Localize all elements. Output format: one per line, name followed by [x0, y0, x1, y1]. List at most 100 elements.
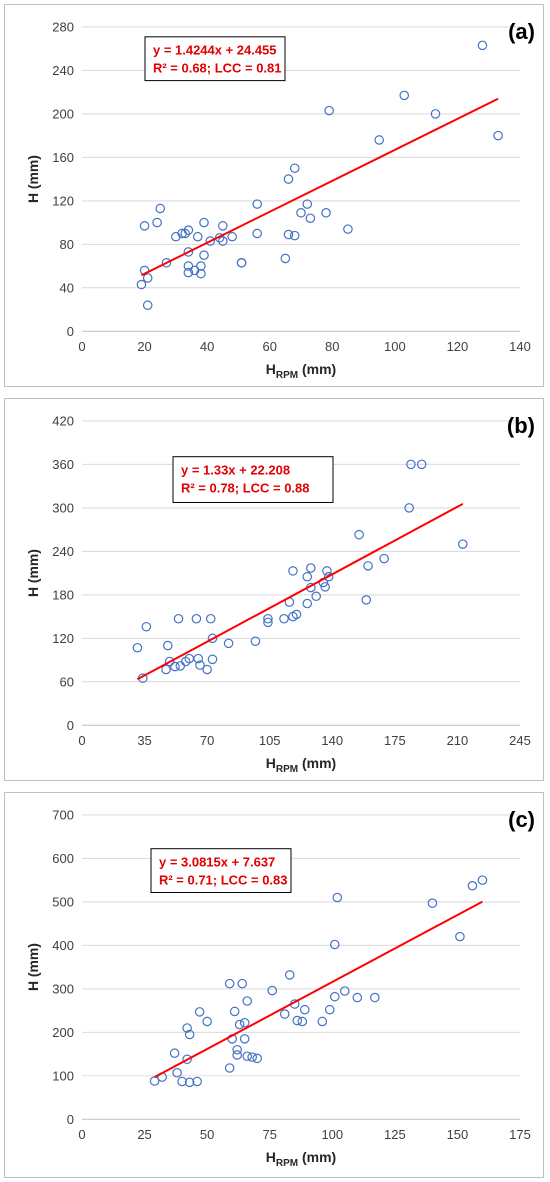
data-point — [164, 656, 175, 667]
data-point — [406, 459, 416, 470]
data-point — [184, 1077, 195, 1088]
data-point — [311, 591, 321, 602]
data-point — [329, 991, 340, 1002]
data-point — [169, 1048, 180, 1058]
y-tick-label: 240 — [52, 544, 74, 559]
data-point — [227, 231, 237, 242]
data-point — [279, 613, 289, 624]
data-point — [192, 1076, 202, 1087]
data-point — [283, 174, 294, 184]
x-tick-label: 0 — [78, 1127, 85, 1142]
x-tick-label: 0 — [78, 733, 85, 748]
data-point — [155, 203, 166, 214]
y-tick-label: 500 — [52, 894, 74, 909]
y-tick-label: 200 — [52, 106, 74, 121]
regression-stats: R² = 0.68; LCC = 0.81 — [153, 61, 281, 76]
data-point — [196, 261, 206, 271]
data-point — [175, 661, 186, 671]
data-point — [236, 258, 247, 268]
data-point — [289, 163, 300, 173]
x-tick-label: 80 — [325, 339, 339, 354]
data-point — [223, 638, 234, 649]
y-tick-label: 240 — [52, 63, 74, 78]
y-tick-label: 40 — [60, 280, 74, 295]
y-tick-label: 400 — [52, 938, 74, 953]
data-point — [263, 617, 273, 628]
regression-line — [154, 900, 483, 1078]
x-tick-label: 120 — [447, 339, 469, 354]
x-tick-label: 245 — [509, 733, 531, 748]
y-axis-title: H (mm) — [25, 155, 41, 203]
scatter-chart-b: 0 60 120 180 240 300 360 420 0 35 70 105 140 175 210 24… — [25, 413, 535, 775]
x-tick-label: 60 — [262, 339, 276, 354]
data-point — [299, 1004, 310, 1015]
y-tick-label: 200 — [52, 1025, 74, 1040]
data-point — [250, 636, 261, 646]
x-tick-label: 210 — [447, 733, 469, 748]
data-point — [279, 1009, 290, 1019]
data-point — [302, 571, 313, 582]
x-tick-label: 0 — [78, 339, 85, 354]
data-point — [297, 1016, 308, 1027]
data-point — [183, 267, 194, 278]
data-point — [379, 553, 389, 564]
data-point — [320, 582, 330, 592]
data-point — [324, 1004, 335, 1015]
data-point — [199, 250, 209, 260]
data-point — [352, 992, 363, 1003]
data-point — [194, 1007, 205, 1017]
chart-panel-a: 0 40 80 120 160 200 240 280 0 20 40 60 80 100 120 140 H … — [4, 4, 544, 387]
y-tick-label: 160 — [52, 150, 74, 165]
y-tick-label: 700 — [52, 807, 74, 822]
y-tick-label: 280 — [52, 19, 74, 34]
data-point — [252, 199, 262, 209]
data-point — [205, 613, 216, 624]
y-tick-label: 300 — [52, 981, 74, 996]
equation-box — [172, 456, 334, 503]
y-axis-title: H (mm) — [25, 549, 41, 597]
data-point — [305, 213, 316, 223]
y-tick-label: 300 — [52, 500, 74, 515]
data-point — [177, 1076, 187, 1087]
data-point — [172, 1067, 182, 1078]
y-tick-label: 120 — [52, 631, 74, 646]
data-point — [363, 561, 373, 571]
data-point — [183, 261, 194, 271]
x-tick-label: 25 — [137, 1127, 151, 1142]
data-point — [477, 40, 488, 51]
data-point — [322, 566, 332, 576]
y-tick-label: 420 — [52, 413, 74, 428]
data-point — [183, 225, 194, 235]
data-point — [193, 653, 204, 664]
data-point — [217, 236, 228, 246]
data-point — [229, 1006, 240, 1017]
data-point — [205, 236, 216, 246]
x-tick-label: 40 — [200, 339, 214, 354]
data-point — [239, 1017, 250, 1028]
data-point — [321, 208, 331, 218]
x-tick-label: 100 — [321, 1127, 343, 1142]
data-point — [184, 1029, 195, 1040]
x-tick-label: 140 — [321, 733, 343, 748]
y-tick-label: 600 — [52, 851, 74, 866]
data-point — [180, 228, 191, 239]
data-point — [132, 642, 143, 653]
data-point — [291, 609, 302, 620]
regression-equation: y = 1.4244x + 24.455 — [153, 43, 276, 58]
data-point — [224, 1063, 235, 1073]
data-point — [142, 273, 153, 283]
y-tick-label: 0 — [67, 718, 74, 733]
data-point — [267, 985, 278, 996]
x-tick-label: 100 — [384, 339, 406, 354]
data-point — [191, 613, 202, 624]
data-point — [493, 130, 503, 141]
data-point — [329, 939, 340, 950]
y-tick-label: 0 — [67, 324, 74, 339]
data-point — [404, 503, 414, 513]
panel-label: (c) — [508, 807, 535, 832]
y-tick-label: 80 — [60, 237, 74, 252]
data-point — [232, 1044, 242, 1055]
x-tick-label: 150 — [447, 1127, 469, 1142]
x-tick-label: 125 — [384, 1127, 406, 1142]
data-point — [142, 300, 153, 310]
